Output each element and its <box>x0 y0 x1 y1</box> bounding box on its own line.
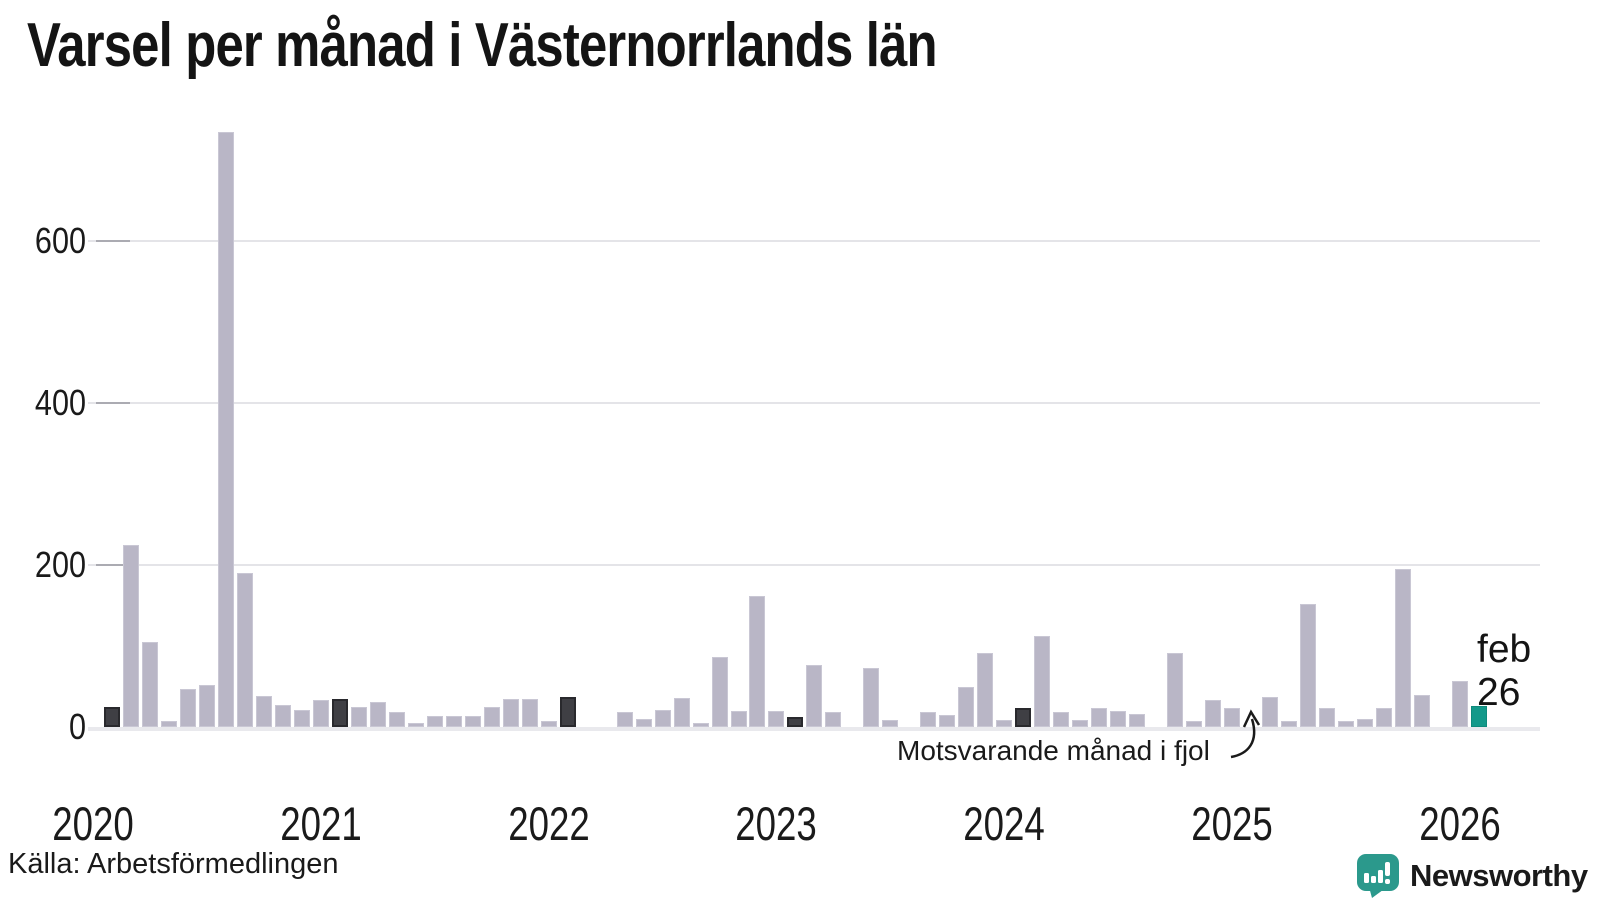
bar-feb-2022 <box>559 697 576 727</box>
bar-jan-2022 <box>540 721 557 727</box>
bar-apr-2024 <box>1053 711 1070 727</box>
current-bar-label-month: feb <box>1477 628 1532 671</box>
bar-aug-2022 <box>673 697 690 727</box>
x-axis-label-2020: 2020 <box>52 797 134 850</box>
bar-maj-2020 <box>160 720 177 727</box>
bar-jan-2021 <box>312 700 329 727</box>
bar-mar-2025 <box>1262 697 1279 727</box>
bar-mar-2020 <box>122 544 139 727</box>
bar-dec-2022 <box>749 595 766 727</box>
bar-jul-2022 <box>654 709 671 727</box>
y-tick-400 <box>96 402 130 404</box>
bar-nov-2022 <box>730 710 747 727</box>
bar-jan-2023 <box>768 710 785 727</box>
bar-jul-2021 <box>426 715 443 727</box>
bar-okt-2023 <box>939 714 956 727</box>
bar-nov-2021 <box>502 698 519 727</box>
bar-okt-2024 <box>1167 653 1184 727</box>
annotation-label: Motsvarande månad i fjol <box>897 735 1210 766</box>
bar-feb-2023 <box>787 717 804 727</box>
newsworthy-icon <box>1357 854 1399 898</box>
bar-nov-2020 <box>274 705 291 727</box>
bar-apr-2021 <box>369 701 386 727</box>
bar-okt-2021 <box>483 706 500 727</box>
bar-jun-2021 <box>407 722 424 727</box>
bar-sep-2021 <box>464 716 481 727</box>
bar-jun-2023 <box>863 667 880 727</box>
bar-jan-2024 <box>996 719 1013 727</box>
x-axis-label-2025: 2025 <box>1191 797 1273 850</box>
bar-maj-2024 <box>1072 719 1089 727</box>
bar-mar-2023 <box>806 665 823 727</box>
bar-jul-2025 <box>1338 720 1355 727</box>
bar-maj-2025 <box>1300 603 1317 727</box>
newsworthy-logo: Newsworthy <box>1356 853 1588 899</box>
gridline-600 <box>88 240 1540 242</box>
bar-mar-2021 <box>350 706 367 727</box>
bar-dec-2020 <box>293 709 310 727</box>
y-tick-200 <box>96 564 130 566</box>
bar-jun-2025 <box>1319 708 1336 727</box>
y-tick-label-400: 400 <box>34 382 86 423</box>
gridline-200 <box>88 564 1540 566</box>
bar-jun-2024 <box>1091 708 1108 727</box>
bar-feb-2024 <box>1015 707 1032 727</box>
bar-maj-2022 <box>616 711 633 727</box>
bar-okt-2020 <box>255 696 272 727</box>
bar-apr-2020 <box>141 641 158 727</box>
newsworthy-wordmark: Newsworthy <box>1410 858 1588 893</box>
bar-nov-2023 <box>958 686 975 727</box>
bar-okt-2025 <box>1394 569 1411 727</box>
bar-jan-2026 <box>1451 680 1468 727</box>
bar-jun-2020 <box>179 688 196 727</box>
bar-nov-2025 <box>1413 694 1430 727</box>
y-tick-label-200: 200 <box>34 544 86 585</box>
bar-dec-2024 <box>1205 700 1222 727</box>
bar-aug-2025 <box>1357 718 1373 727</box>
bar-okt-2022 <box>711 657 728 727</box>
bar-nov-2024 <box>1186 721 1203 727</box>
chart-title: Varsel per månad i Västernorrlands län <box>27 11 938 80</box>
bar-mar-2024 <box>1034 636 1051 727</box>
y-tick-600 <box>96 240 130 242</box>
bar-sep-2023 <box>920 712 937 727</box>
current-bar-label-year: 26 <box>1477 671 1521 714</box>
gridline-400 <box>88 402 1540 404</box>
x-axis-label-2021: 2021 <box>280 797 362 850</box>
y-tick-label-600: 600 <box>34 220 86 261</box>
bar-feb-2026 <box>1470 705 1487 727</box>
bar-apr-2025 <box>1281 720 1298 727</box>
bar-jan-2025 <box>1224 708 1241 727</box>
x-axis-label-2026: 2026 <box>1419 797 1501 850</box>
bar-aug-2021 <box>445 716 462 727</box>
bar-jun-2022 <box>635 718 652 727</box>
bar-dec-2021 <box>521 698 538 727</box>
bar-feb-2021 <box>331 699 348 727</box>
x-axis-label-2023: 2023 <box>735 797 818 850</box>
bar-dec-2023 <box>977 653 994 727</box>
source-label: Källa: Arbetsförmedlingen <box>8 848 339 880</box>
bar-jul-2023 <box>882 719 899 727</box>
bar-aug-2020 <box>217 131 234 727</box>
current-bar-label: feb 26 <box>1477 628 1531 714</box>
bar-feb-2020 <box>104 706 120 727</box>
x-axis-line <box>88 727 1540 731</box>
bar-sep-2022 <box>692 722 709 727</box>
bar-apr-2023 <box>825 712 842 727</box>
bar-aug-2024 <box>1129 714 1146 727</box>
bar-maj-2021 <box>388 712 405 727</box>
x-axis-label-2024: 2024 <box>963 797 1046 850</box>
bar-jul-2020 <box>198 684 215 727</box>
x-axis-label-2022: 2022 <box>507 797 590 850</box>
bar-sep-2020 <box>236 573 253 727</box>
bar-jul-2024 <box>1110 710 1127 727</box>
bar-sep-2025 <box>1375 707 1392 727</box>
y-tick-label-0: 0 <box>68 706 86 747</box>
